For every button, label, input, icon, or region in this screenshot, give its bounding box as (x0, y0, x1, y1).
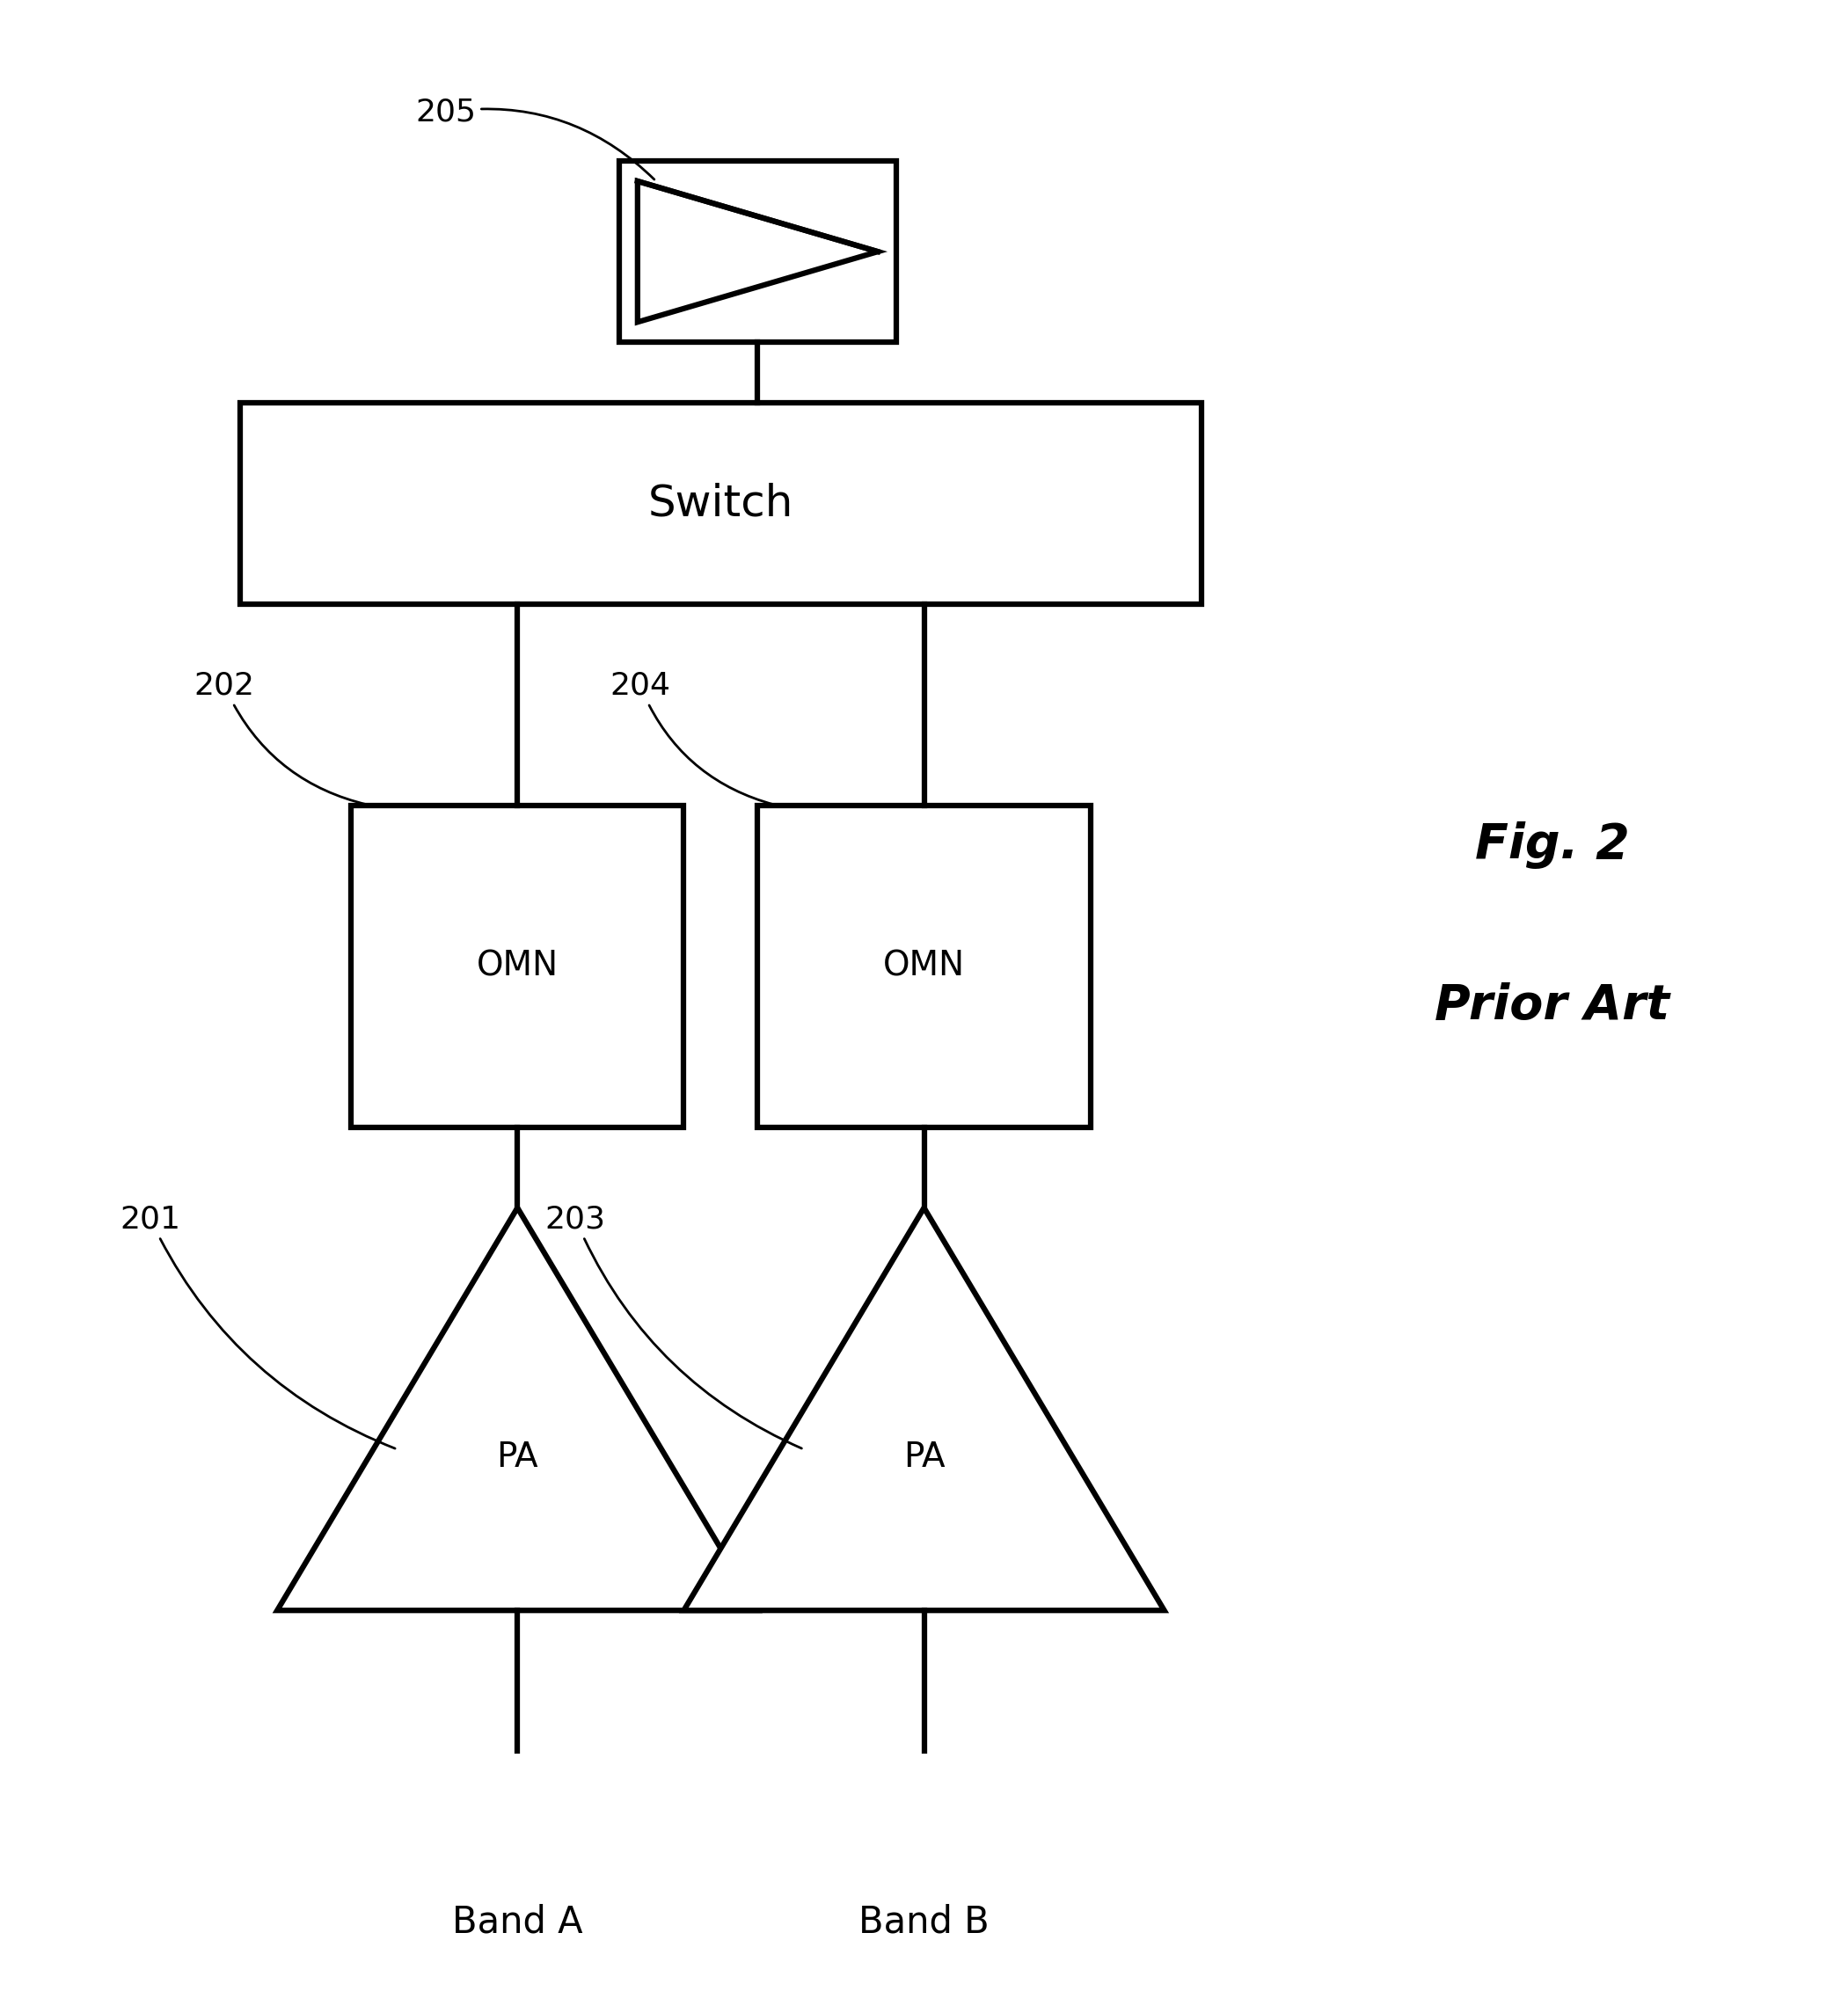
Text: OMN: OMN (883, 950, 965, 982)
Text: Switch: Switch (649, 483, 793, 523)
Polygon shape (351, 805, 684, 1127)
Text: PA: PA (904, 1441, 944, 1474)
Polygon shape (277, 1208, 758, 1610)
Text: 202: 202 (194, 670, 368, 805)
Text: 203: 203 (545, 1204, 802, 1449)
Text: 204: 204 (610, 670, 774, 805)
Text: 205: 205 (416, 97, 654, 179)
Text: Band B: Band B (859, 1904, 989, 1941)
Text: Band A: Band A (453, 1904, 582, 1941)
Text: PA: PA (497, 1441, 538, 1474)
Text: Fig. 2: Fig. 2 (1475, 821, 1630, 870)
Polygon shape (684, 1208, 1164, 1610)
Text: OMN: OMN (477, 950, 558, 982)
Text: 201: 201 (120, 1204, 395, 1449)
Polygon shape (758, 805, 1090, 1127)
Text: Prior Art: Prior Art (1434, 982, 1671, 1031)
